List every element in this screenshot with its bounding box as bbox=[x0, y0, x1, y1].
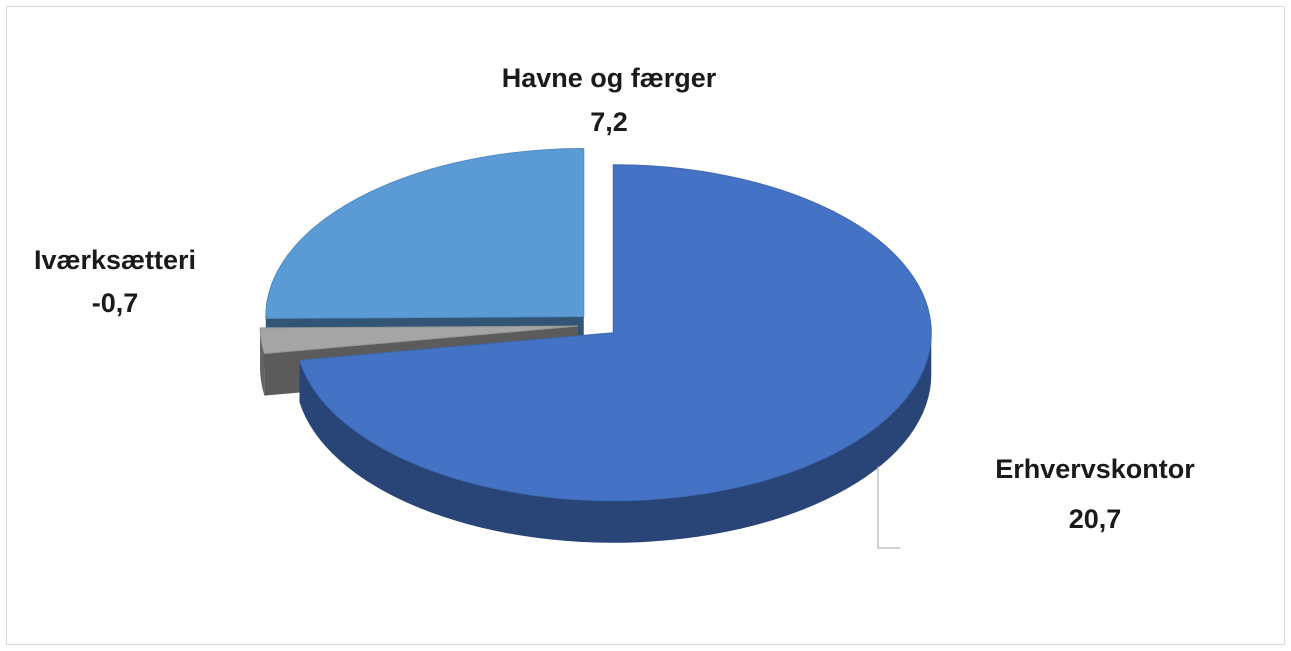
slice bbox=[265, 148, 585, 319]
slice bbox=[259, 325, 579, 355]
data-label-value: 7,2 bbox=[590, 107, 628, 137]
slice bbox=[298, 164, 932, 502]
data-label-name: Havne og færger bbox=[502, 63, 717, 93]
slice-side bbox=[260, 327, 265, 396]
data-label-value: 20,7 bbox=[1069, 504, 1122, 534]
slice-side bbox=[299, 332, 932, 543]
data-label-name: Erhvervskontor bbox=[995, 454, 1195, 484]
data-label-value: -0,7 bbox=[92, 288, 139, 318]
leader-line bbox=[877, 466, 900, 549]
data-label-name: Iværksætteri bbox=[34, 245, 196, 275]
